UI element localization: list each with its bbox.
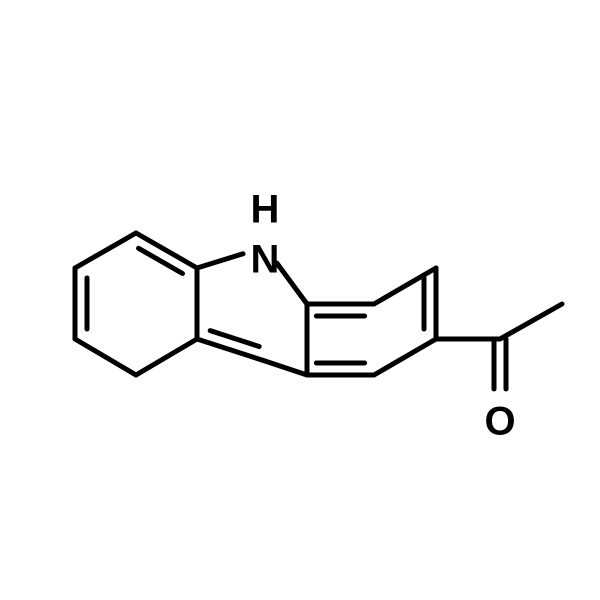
bond-line: [136, 339, 197, 375]
bonds-layer: [75, 233, 562, 389]
chemical-structure: NH O: [0, 0, 600, 600]
bond-line: [265, 361, 307, 375]
atom-label-N: N: [251, 238, 280, 282]
bond-line: [197, 339, 265, 361]
bond-line: [75, 339, 136, 375]
bond-line: [374, 339, 436, 375]
bond-line: [197, 254, 243, 268]
bond-line: [500, 304, 562, 339]
atom-label-H: H: [251, 188, 280, 232]
atom-labels-layer: NH O: [251, 188, 516, 444]
bond-line: [277, 263, 307, 304]
bond-line: [75, 233, 136, 268]
atom-label-O: O: [484, 400, 515, 444]
bond-line: [374, 268, 436, 304]
bond-line: [139, 248, 183, 273]
